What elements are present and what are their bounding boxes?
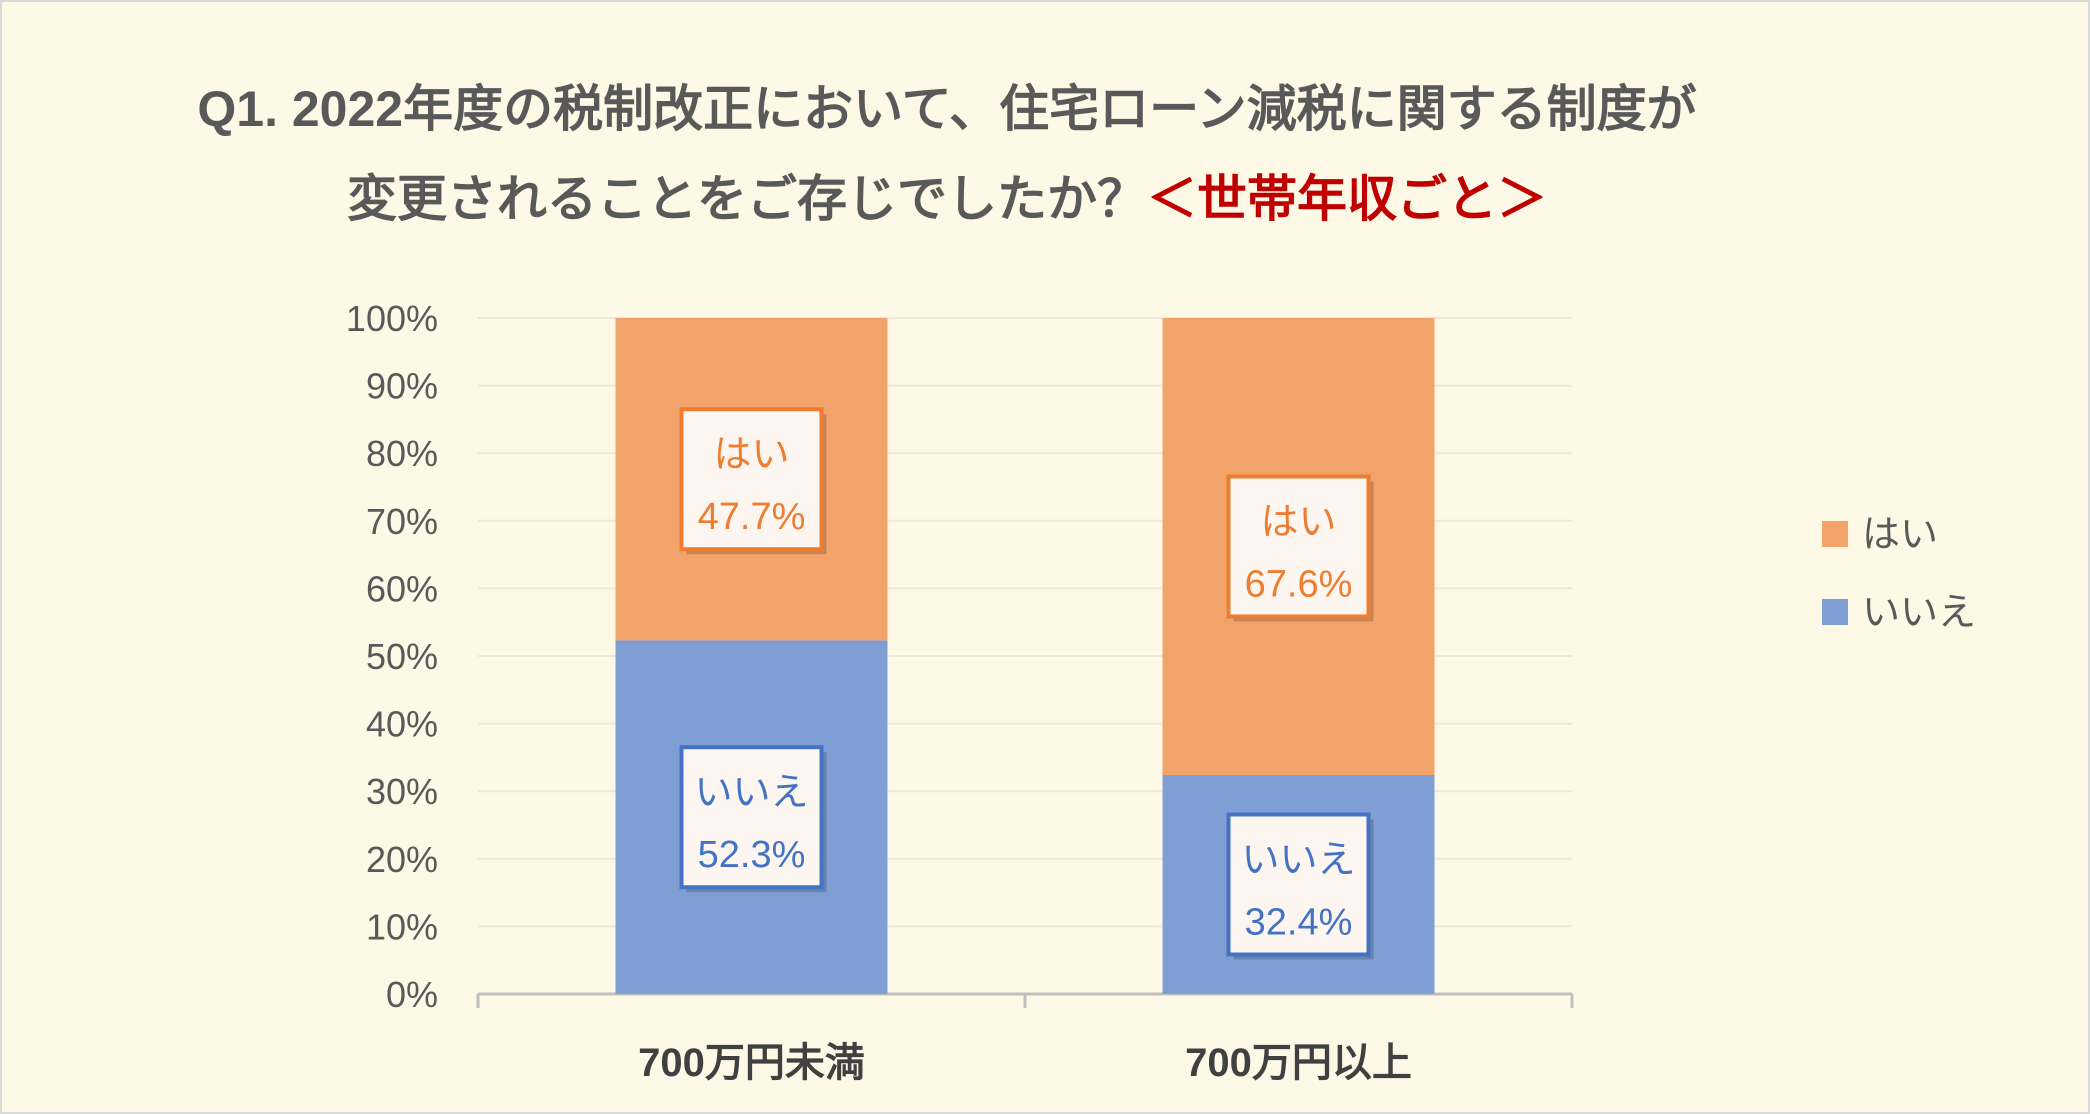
y-tick-label: 80% bbox=[366, 433, 438, 474]
y-tick-label: 30% bbox=[366, 771, 438, 812]
y-tick-label: 10% bbox=[366, 906, 438, 947]
y-tick-label: 100% bbox=[346, 298, 438, 339]
title-line-2: 変更されることをご存じでしたか？＜世帯年収ごと＞ bbox=[2, 154, 1892, 244]
data-label-box bbox=[1226, 812, 1371, 957]
data-label-value: 52.3% bbox=[698, 834, 806, 876]
y-tick-label: 50% bbox=[366, 636, 438, 677]
data-label-name: いいえ bbox=[1241, 839, 1355, 881]
data-label-box bbox=[1226, 474, 1371, 619]
x-category-label: 700万円以上 bbox=[1185, 1041, 1412, 1085]
y-tick-label: 20% bbox=[366, 839, 438, 880]
chart-title: Q1. 2022年度の税制改正において、住宅ローン減税に関する制度が 変更される… bbox=[2, 64, 1892, 244]
y-tick-label: 90% bbox=[366, 366, 438, 407]
title-accent: ＜世帯年収ごと＞ bbox=[1147, 171, 1547, 227]
y-tick-label: 40% bbox=[366, 704, 438, 745]
data-label-box bbox=[679, 407, 824, 552]
data-label-name: はい bbox=[1260, 501, 1336, 543]
legend-swatch bbox=[1822, 521, 1848, 547]
y-tick-label: 70% bbox=[366, 501, 438, 542]
title-line-2-text: 変更されることをご存じでしたか？ bbox=[347, 171, 1147, 227]
title-line-1: Q1. 2022年度の税制改正において、住宅ローン減税に関する制度が bbox=[197, 81, 1697, 137]
legend-swatch bbox=[1822, 599, 1848, 625]
legend-label: いいえ bbox=[1862, 592, 1976, 634]
data-label-box bbox=[679, 745, 824, 890]
legend-label: はい bbox=[1862, 514, 1938, 556]
y-tick-label: 60% bbox=[366, 568, 438, 609]
data-label-value: 32.4% bbox=[1245, 901, 1353, 943]
data-label-name: いいえ bbox=[694, 772, 808, 814]
data-label-value: 47.7% bbox=[698, 496, 806, 538]
x-category-label: 700万円未満 bbox=[638, 1041, 865, 1085]
data-label-value: 67.6% bbox=[1245, 563, 1353, 605]
data-label-name: はい bbox=[713, 434, 789, 476]
y-tick-label: 0% bbox=[386, 974, 438, 1015]
